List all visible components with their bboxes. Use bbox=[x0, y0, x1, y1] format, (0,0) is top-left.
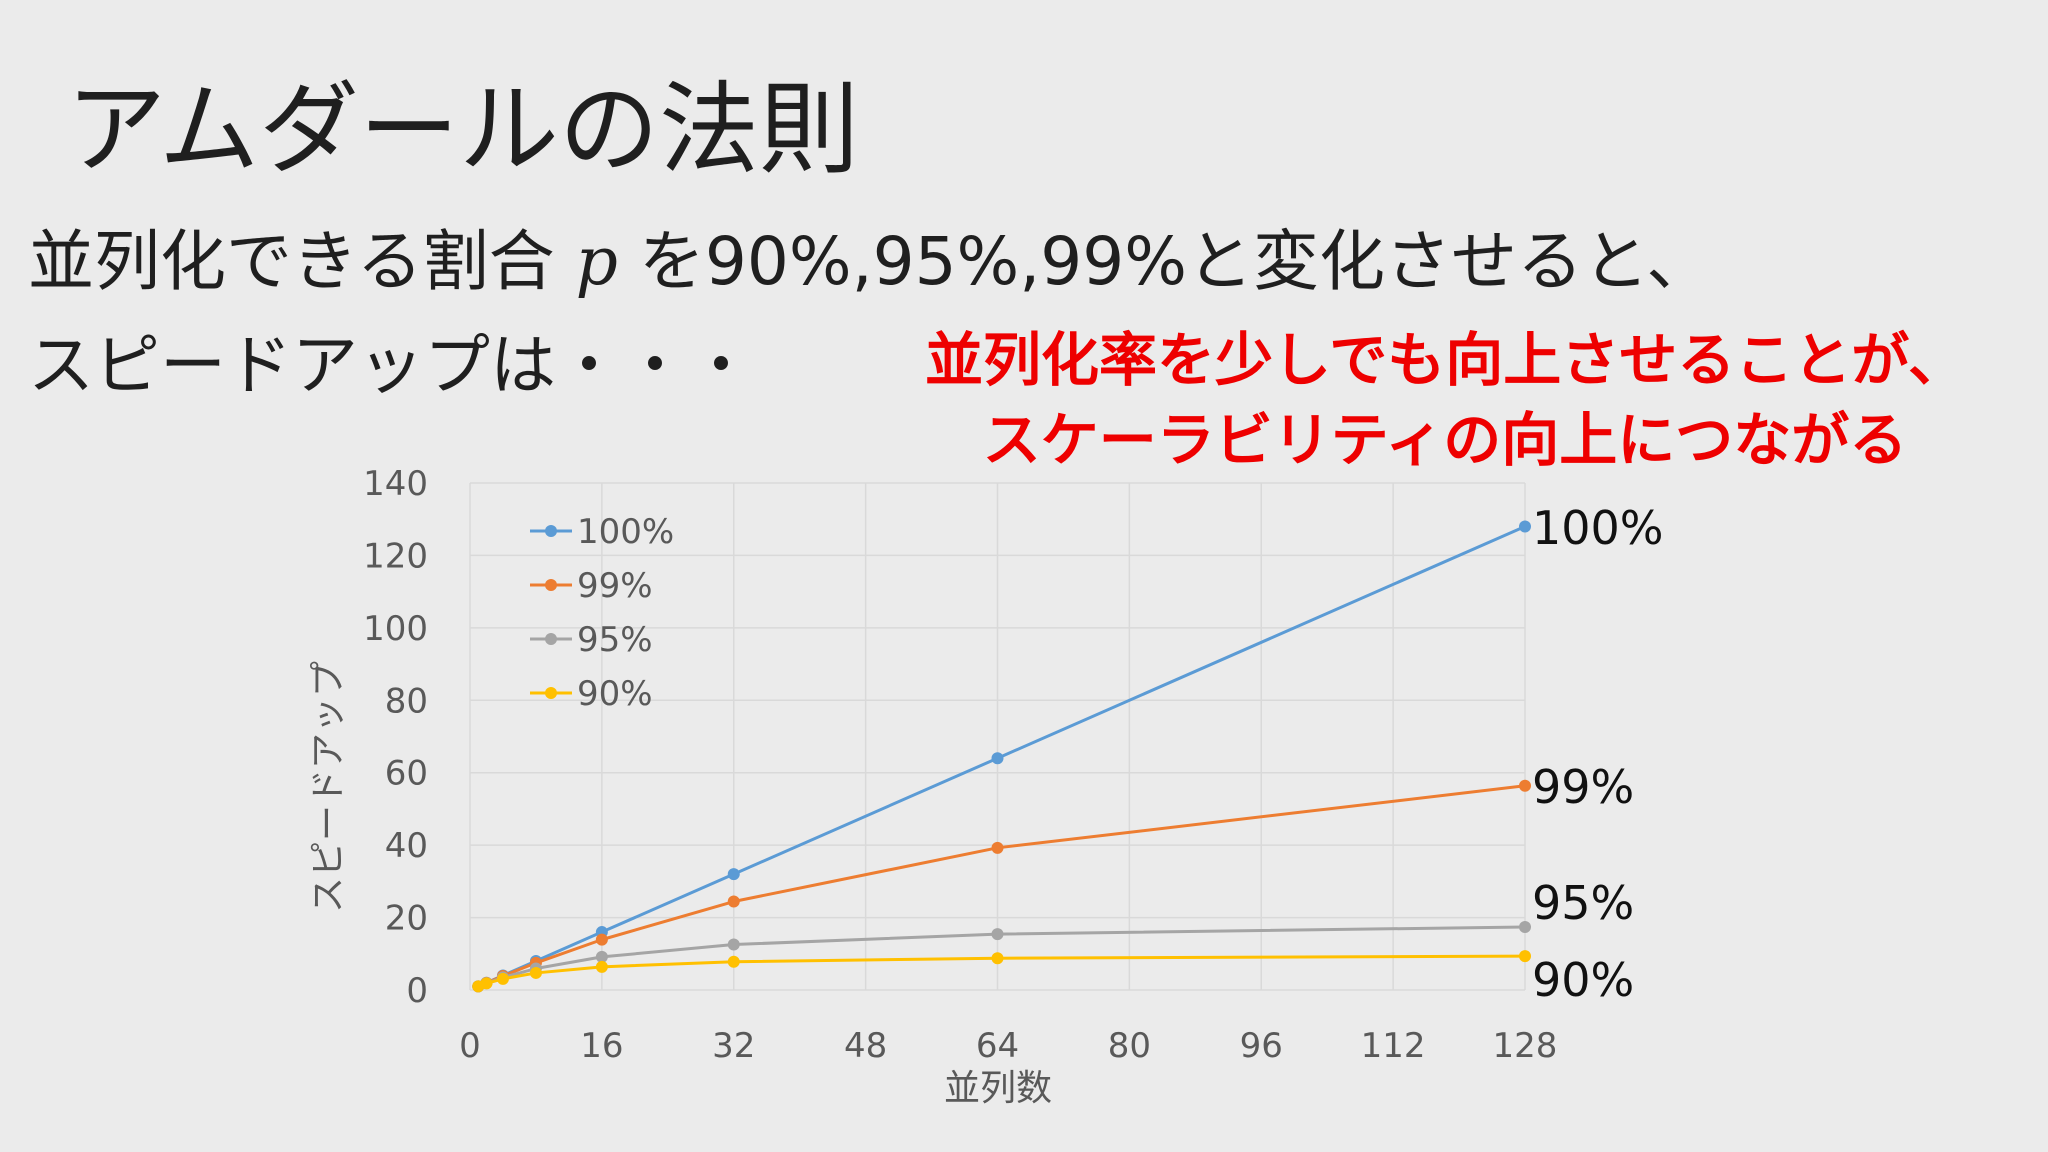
data-point bbox=[991, 928, 1004, 941]
x-tick-label: 80 bbox=[1108, 1026, 1151, 1066]
x-tick-label: 48 bbox=[844, 1026, 887, 1066]
legend-label: 100% bbox=[577, 512, 674, 552]
y-tick-label: 120 bbox=[363, 536, 428, 576]
x-tick-label: 32 bbox=[712, 1026, 755, 1066]
y-tick-label: 0 bbox=[406, 971, 428, 1011]
data-point bbox=[1519, 779, 1531, 792]
data-point bbox=[595, 933, 608, 946]
math-variable-p: p bbox=[575, 223, 618, 300]
legend: 100% 99% 95% 90% bbox=[530, 512, 674, 714]
legend-swatch-marker bbox=[545, 633, 557, 645]
y-axis-label: スピードアップ bbox=[308, 661, 349, 913]
x-tick-label: 96 bbox=[1240, 1026, 1283, 1066]
grid-lines bbox=[469, 482, 1526, 991]
end-labels: 100% 99% 95% 90% bbox=[1532, 501, 1664, 1007]
x-tick-label: 64 bbox=[976, 1026, 1019, 1066]
legend-swatch-marker bbox=[545, 579, 557, 591]
callout: 並列化率を少しでも向上させることが、 スケーラビリティの向上につながる bbox=[925, 320, 1967, 480]
y-tick-label: 60 bbox=[385, 754, 428, 794]
callout-line2: スケーラビリティの向上につながる bbox=[982, 406, 1908, 474]
series-end-label: 100% bbox=[1532, 501, 1664, 555]
y-tick-label: 80 bbox=[385, 681, 428, 721]
data-point bbox=[727, 955, 740, 968]
body-text-line1-post: を90%,95%,99%と変化させると、 bbox=[617, 223, 1713, 300]
data-point bbox=[496, 972, 509, 985]
series-lines bbox=[472, 520, 1531, 993]
data-point bbox=[1519, 920, 1531, 933]
data-point bbox=[529, 966, 542, 979]
data-point bbox=[727, 938, 740, 951]
y-tick-label: 20 bbox=[385, 899, 428, 939]
y-tick-label: 100 bbox=[363, 609, 428, 649]
data-point bbox=[480, 977, 493, 990]
legend-label: 99% bbox=[577, 566, 653, 606]
data-point bbox=[991, 841, 1004, 854]
data-point bbox=[991, 952, 1004, 965]
legend-label: 90% bbox=[577, 674, 653, 714]
legend-swatch-marker bbox=[545, 687, 557, 699]
x-tick-label: 0 bbox=[459, 1026, 481, 1066]
y-tick-label: 140 bbox=[363, 464, 428, 504]
data-point bbox=[1519, 950, 1531, 963]
data-point bbox=[1519, 520, 1531, 533]
body-text-line1-pre: 並列化できる割合 bbox=[28, 223, 576, 300]
data-point bbox=[727, 895, 740, 908]
x-tick-label: 128 bbox=[1493, 1026, 1558, 1066]
series-end-label: 95% bbox=[1532, 876, 1634, 930]
series-end-label: 99% bbox=[1532, 760, 1634, 814]
body-text-line1: 並列化できる割合 p を90%,95%,99%と変化させると、 bbox=[28, 208, 1712, 304]
data-point bbox=[991, 752, 1004, 765]
y-tick-label: 40 bbox=[385, 826, 428, 866]
legend-label: 95% bbox=[577, 620, 653, 660]
y-tick-labels: 0 20 40 60 80 100 120 140 bbox=[363, 464, 428, 1011]
data-point bbox=[727, 868, 740, 881]
callout-line1: 並列化率を少しでも向上させることが、 bbox=[925, 326, 1967, 394]
slide-title: アムダールの法則 bbox=[66, 71, 859, 188]
data-point bbox=[595, 960, 608, 973]
x-axis-label: 並列数 bbox=[944, 1068, 1052, 1109]
data-point bbox=[595, 950, 608, 963]
x-tick-label: 112 bbox=[1361, 1026, 1426, 1066]
legend-swatch-marker bbox=[545, 525, 557, 537]
body-text-line2: スピードアップは・・・ bbox=[28, 327, 754, 404]
x-tick-label: 16 bbox=[580, 1026, 623, 1066]
series-end-label: 90% bbox=[1532, 953, 1634, 1007]
x-tick-labels: 0 16 32 48 64 80 96 112 128 bbox=[459, 1026, 1557, 1066]
